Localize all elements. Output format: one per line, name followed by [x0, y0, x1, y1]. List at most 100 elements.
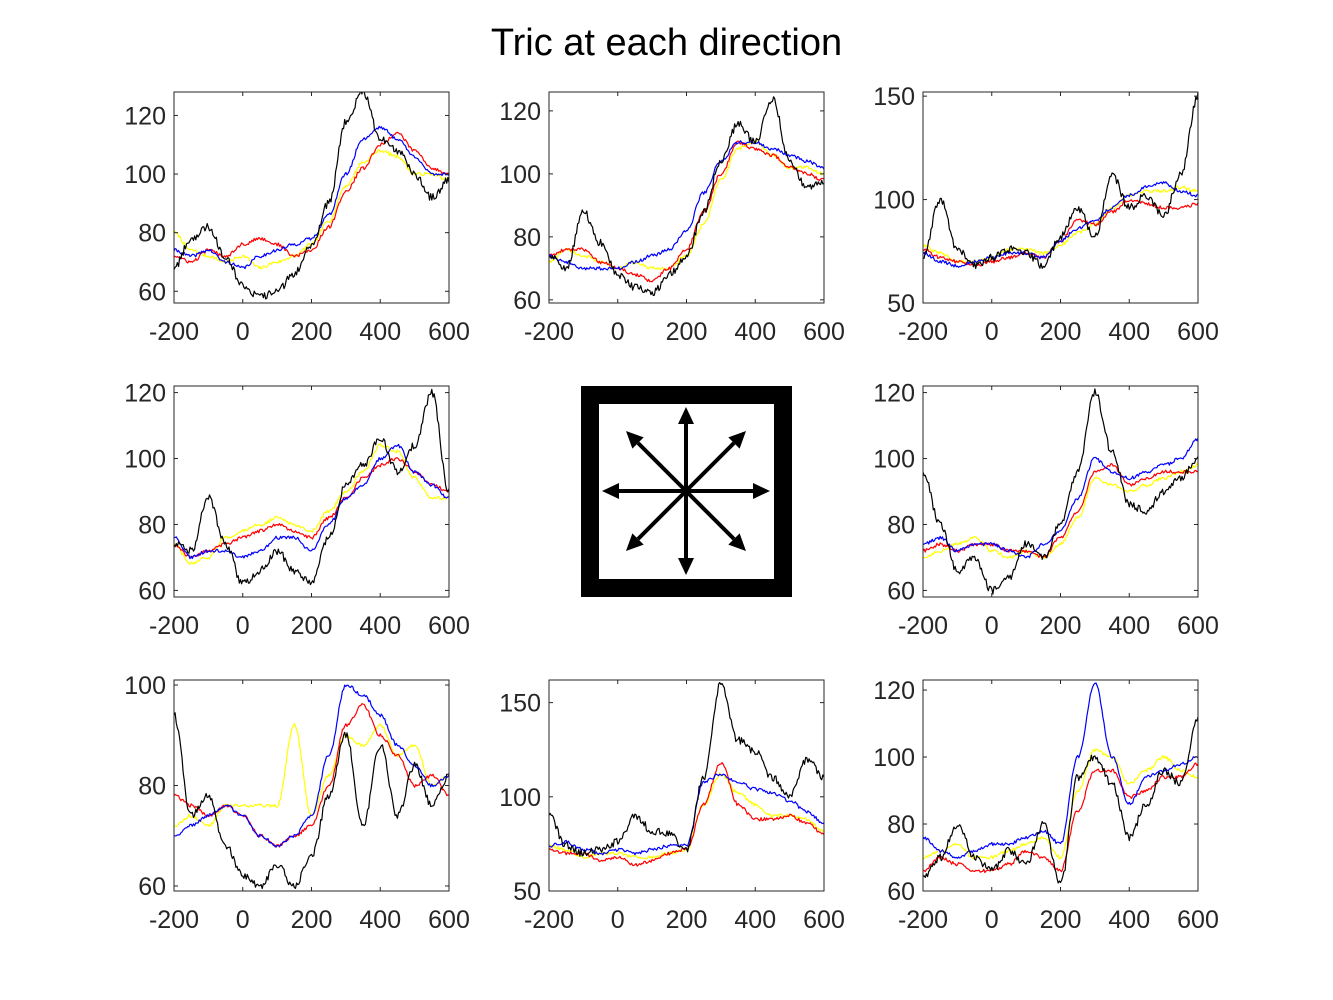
x-tick-label: 600: [1177, 612, 1219, 640]
x-tick-label: 600: [1177, 318, 1219, 346]
x-tick-label: -200: [149, 612, 199, 640]
x-tick-label: 600: [428, 612, 470, 640]
arrow-head: [602, 483, 619, 499]
y-tick-label: 60: [887, 577, 915, 605]
series-line-red: [174, 703, 449, 848]
series-line-red: [923, 762, 1198, 874]
y-tick-label: 150: [499, 690, 541, 718]
x-tick-label: 200: [1040, 318, 1082, 346]
series-group: [174, 684, 449, 890]
y-tick-label: 100: [873, 744, 915, 772]
series-line-red: [549, 140, 824, 283]
y-tick-label: 60: [138, 873, 166, 901]
panel-middle-right: -200 0 200 400 600 60 80 100 120: [873, 380, 1219, 640]
y-tick-label: 80: [513, 224, 541, 252]
y-tick-label: 120: [499, 98, 541, 126]
series-line-black: [923, 92, 1198, 270]
x-tick-label: -200: [524, 318, 574, 346]
x-tick-label: -200: [149, 318, 199, 346]
panel-bottom-right: -200 0 200 400 600 60 80 100 120: [873, 677, 1219, 934]
series-line-black: [174, 92, 449, 300]
arrow-head: [626, 533, 644, 551]
axes-box: [922, 385, 1199, 598]
x-tick-label: -200: [898, 318, 948, 346]
x-tick-label: 200: [1040, 612, 1082, 640]
arrow-head: [678, 407, 694, 424]
y-tick-label: 80: [138, 773, 166, 801]
panel-top-center: -200 0 200 400 600 60 80 100 120: [499, 91, 845, 346]
x-tick-label: 400: [734, 906, 776, 934]
arrow-shaft: [636, 441, 688, 493]
series-line-blue: [923, 437, 1198, 559]
arrow-shaft: [684, 441, 736, 493]
axes-box: [173, 679, 450, 892]
series-line-black: [174, 712, 449, 890]
series-line-black: [923, 716, 1198, 884]
x-tick-label: 400: [734, 318, 776, 346]
panel-top-right: -200 0 200 400 600 50 100 150: [873, 83, 1219, 346]
y-tick-label: 100: [124, 446, 166, 474]
axes-box: [922, 679, 1199, 892]
x-tick-label: 600: [428, 318, 470, 346]
x-tick-label: 200: [291, 906, 333, 934]
x-tick-label: 200: [291, 318, 333, 346]
y-tick-label: 120: [124, 380, 166, 408]
axes-box: [548, 91, 825, 304]
x-tick-label: 0: [236, 318, 250, 346]
figure-title: Tric at each direction: [490, 22, 843, 64]
eight-direction-arrows-icon: [581, 386, 792, 597]
x-tick-label: 200: [666, 906, 708, 934]
y-tick-label: 80: [138, 511, 166, 539]
series-line-yellow: [923, 185, 1198, 264]
x-tick-label: -200: [524, 906, 574, 934]
x-tick-label: 0: [985, 906, 999, 934]
x-tick-label: 600: [428, 906, 470, 934]
x-tick-label: 400: [359, 612, 401, 640]
axes-box: [173, 91, 450, 304]
series-line-blue: [923, 181, 1198, 268]
x-tick-label: 0: [611, 318, 625, 346]
series-line-blue: [549, 773, 824, 856]
arrow-head: [678, 558, 694, 575]
y-tick-label: 120: [873, 380, 915, 408]
x-tick-label: 600: [803, 318, 845, 346]
series-line-blue: [174, 443, 449, 560]
series-line-yellow: [923, 748, 1198, 860]
x-tick-label: -200: [149, 906, 199, 934]
y-tick-label: 80: [887, 811, 915, 839]
x-tick-label: 400: [359, 906, 401, 934]
x-tick-label: 600: [1177, 906, 1219, 934]
x-tick-label: 200: [666, 318, 708, 346]
panel-bottom-left: -200 0 200 400 600 60 80 100: [124, 672, 470, 934]
arrow-shaft: [636, 489, 688, 541]
x-tick-label: 200: [291, 612, 333, 640]
series-group: [174, 92, 449, 300]
y-tick-label: 100: [124, 672, 166, 700]
series-group: [549, 96, 824, 297]
x-tick-label: -200: [898, 612, 948, 640]
arrow-head: [626, 431, 644, 449]
axes-box: [548, 679, 825, 892]
y-tick-label: 60: [138, 577, 166, 605]
y-tick-label: 120: [873, 677, 915, 705]
y-tick-label: 100: [499, 161, 541, 189]
y-tick-label: 100: [873, 187, 915, 215]
y-tick-label: 60: [513, 287, 541, 315]
x-tick-label: 600: [803, 906, 845, 934]
y-tick-label: 100: [499, 784, 541, 812]
series-line-blue: [549, 140, 824, 271]
arrow-head: [728, 533, 746, 551]
arrow-head: [753, 483, 770, 499]
series-group: [549, 681, 824, 867]
y-tick-label: 60: [138, 278, 166, 306]
series-line-yellow: [174, 443, 449, 566]
series-line-red: [174, 131, 449, 264]
axes-box: [922, 91, 1199, 304]
y-tick-label: 120: [124, 102, 166, 130]
y-tick-label: 50: [513, 878, 541, 906]
panel-middle-left: -200 0 200 400 600 60 80 100 120: [124, 380, 470, 640]
series-line-red: [923, 463, 1198, 558]
series-line-blue: [923, 682, 1198, 859]
